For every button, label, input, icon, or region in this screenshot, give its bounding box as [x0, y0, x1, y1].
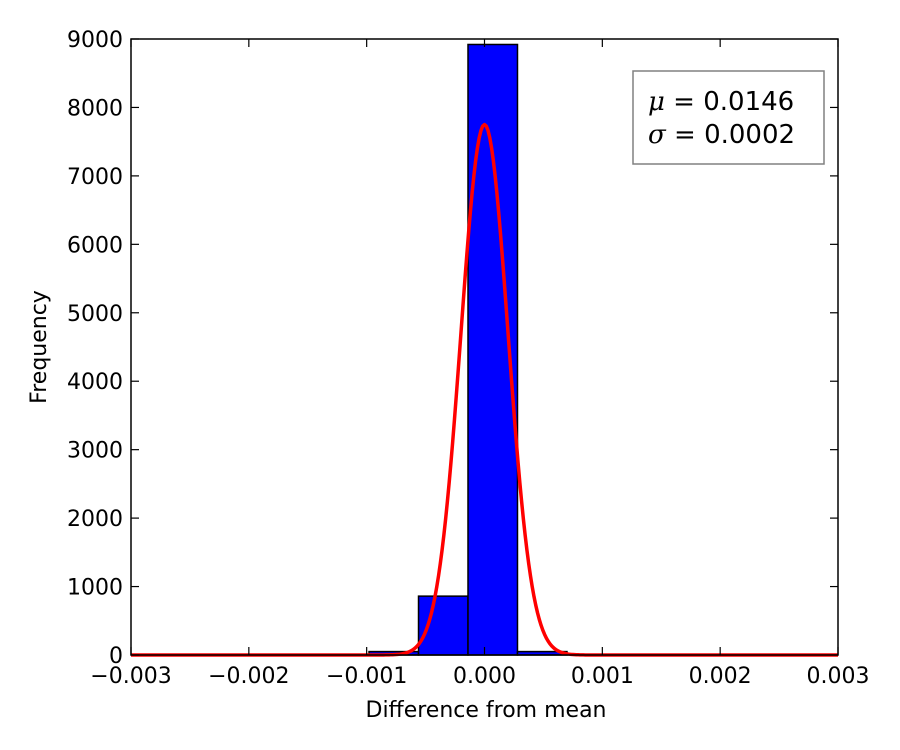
legend-sigma-symbol: σ — [648, 120, 667, 150]
y-tick-label: 3000 — [67, 439, 123, 464]
y-tick-label: 4000 — [67, 370, 123, 395]
histogram-bar-1 — [417, 595, 469, 656]
x-tick-label: −0.001 — [326, 664, 407, 689]
x-axis-ticks: −0.003 −0.002 −0.001 0.000 0.001 0.002 0.003 — [90, 39, 869, 689]
x-tick-label: 0.002 — [689, 664, 752, 689]
y-tick-label: 5000 — [67, 302, 123, 327]
x-tick-label: 0.000 — [453, 664, 516, 689]
legend-sigma-value: = 0.0002 — [666, 120, 795, 150]
legend-mean-value: = 0.0146 — [665, 87, 794, 117]
x-tick-label: 0.001 — [571, 664, 634, 689]
legend-mean: μ = 0.0146 — [648, 87, 794, 117]
y-tick-label: 8000 — [67, 96, 123, 121]
y-tick-label: 1000 — [67, 576, 123, 601]
y-axis-ticks: 0 1000 2000 3000 4000 5000 6000 7000 8000 9000 — [67, 28, 838, 669]
stats-legend: μ = 0.0146 σ = 0.0002 — [632, 70, 825, 165]
y-tick-label: 7000 — [67, 165, 123, 190]
legend-mean-symbol: μ — [648, 87, 665, 117]
legend-sigma: σ = 0.0002 — [648, 120, 795, 150]
y-axis-label: Frequency — [27, 290, 52, 404]
y-tick-label: 2000 — [67, 507, 123, 532]
x-axis-label: Difference from mean — [366, 698, 607, 723]
y-tick-label: 9000 — [67, 28, 123, 53]
x-tick-label: −0.003 — [90, 664, 171, 689]
x-tick-label: 0.003 — [807, 664, 870, 689]
y-tick-label: 0 — [109, 644, 123, 669]
legend-box — [632, 70, 825, 165]
x-tick-label: −0.002 — [208, 664, 289, 689]
y-tick-label: 6000 — [67, 233, 123, 258]
